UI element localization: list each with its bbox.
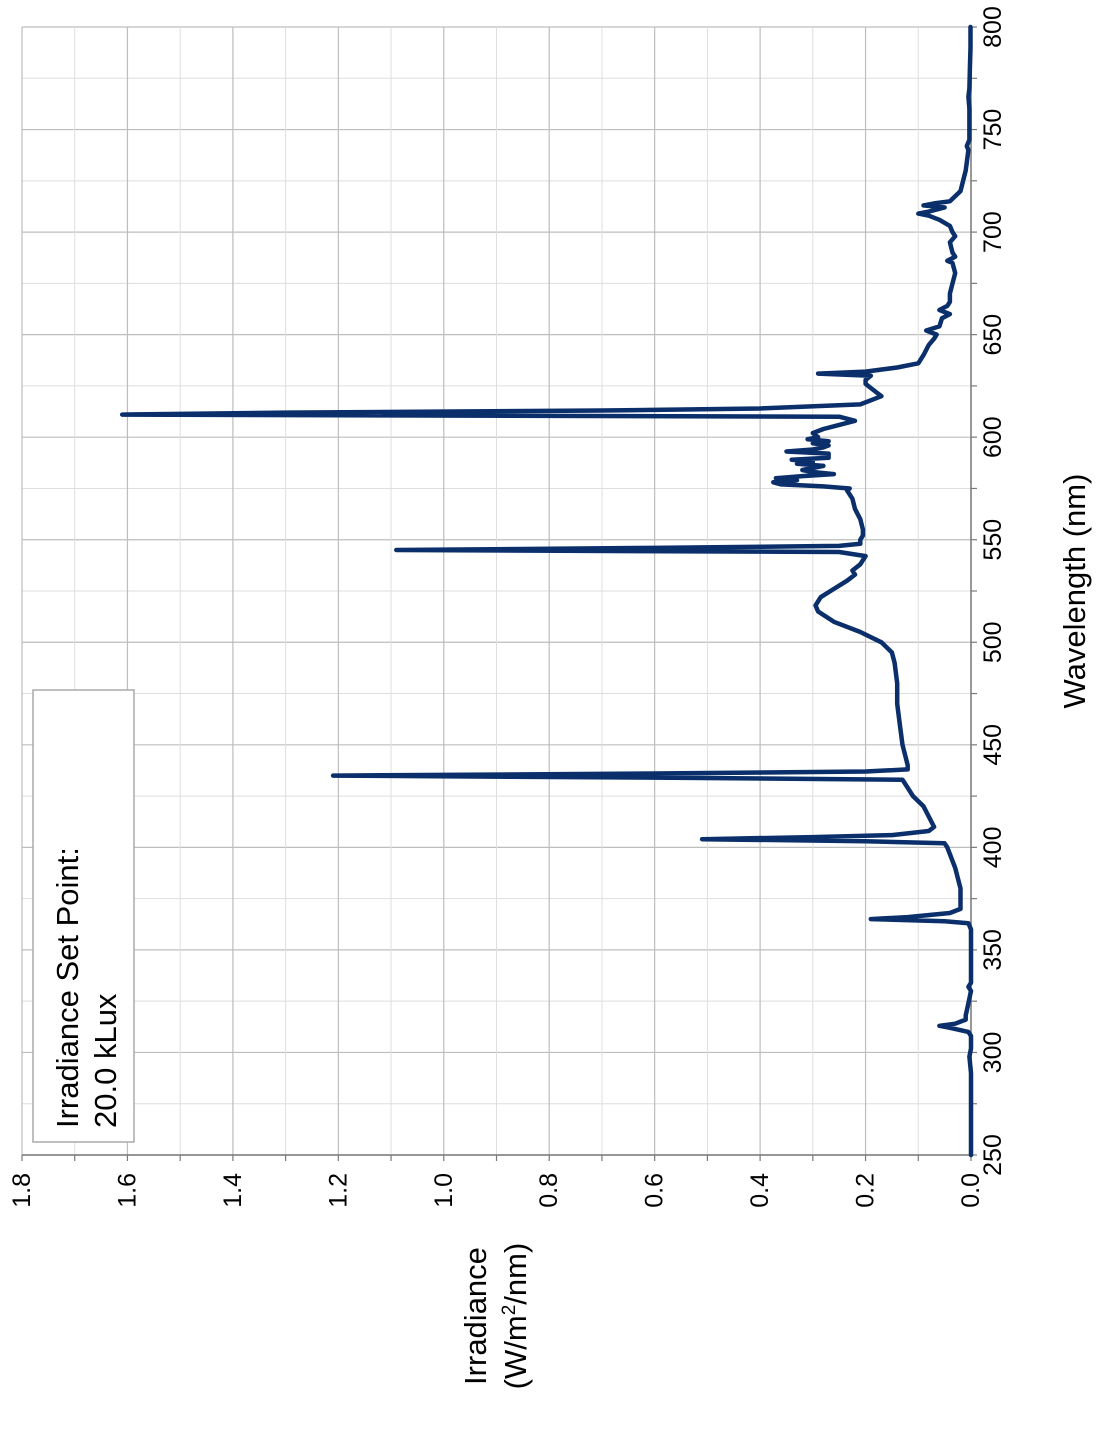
y-tick-labels: 0.0 0.2 0.4 0.6 0.8 1.0 1.2 1.4 1.6 1.8 <box>8 1173 985 1208</box>
x-tick-label: 800 <box>979 6 1007 48</box>
x-tick-label: 600 <box>979 416 1007 458</box>
y-axis-unit-prefix: (W/m <box>498 1315 533 1389</box>
y-tick-label: 0.0 <box>957 1173 985 1208</box>
x-tick-label: 450 <box>979 724 1007 766</box>
annotation-frame <box>32 689 135 1143</box>
y-axis-title-line-2: (W/m2/nm) <box>498 1243 533 1390</box>
x-tick-label: 250 <box>979 1134 1007 1176</box>
x-tick-label: 350 <box>979 929 1007 971</box>
y-axis-title-line-1: Irradiance <box>458 1247 493 1385</box>
x-tick-label: 700 <box>979 211 1007 253</box>
x-tick-label: 400 <box>979 827 1007 869</box>
annotation-line-2: 20.0 kLux <box>88 993 123 1128</box>
annotation-line-1: Irradiance Set Point: <box>50 847 85 1128</box>
y-tick-label: 1.2 <box>324 1173 352 1208</box>
x-tick-label: 300 <box>979 1032 1007 1074</box>
series-layer <box>119 24 974 1158</box>
y-axis-title: Irradiance (W/m2/nm) <box>458 1243 533 1390</box>
y-tick-label: 1.6 <box>113 1173 141 1208</box>
x-axis-title: Wavelength (nm) <box>1057 474 1092 709</box>
axes <box>21 26 977 1161</box>
x-tick-label: 650 <box>979 314 1007 356</box>
x-tick-labels: 250 300 350 400 450 500 550 600 650 700 750 800 <box>979 6 1007 1176</box>
y-tick-label: 0.8 <box>535 1173 563 1208</box>
y-tick-label: 0.4 <box>746 1173 774 1208</box>
y-axis-unit-superscript: 2 <box>499 1305 520 1316</box>
y-tick-label: 0.2 <box>852 1173 880 1208</box>
y-tick-label: 1.8 <box>8 1173 36 1208</box>
spectrum-series-line-0 <box>119 24 974 1158</box>
y-tick-label: 1.4 <box>219 1173 247 1208</box>
annotation-box: Irradiance Set Point: 20.0 kLux <box>32 689 135 1143</box>
y-tick-label: 1.0 <box>430 1173 458 1208</box>
x-tick-label: 500 <box>979 621 1007 663</box>
grid <box>21 26 972 1156</box>
y-axis-unit-suffix: /nm) <box>498 1243 533 1305</box>
x-tick-label: 750 <box>979 109 1007 151</box>
x-tick-label: 550 <box>979 519 1007 561</box>
y-tick-label: 0.6 <box>641 1173 669 1208</box>
